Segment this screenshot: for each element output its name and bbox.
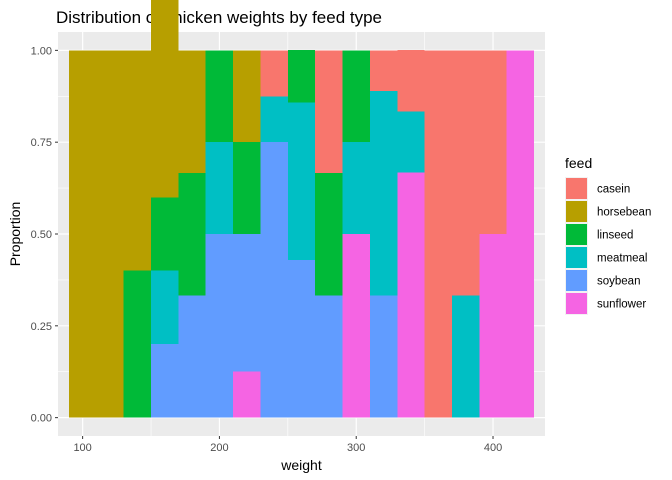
bar-segment-soybean — [233, 234, 261, 372]
y-tick-label: 0.75 — [31, 137, 52, 149]
x-tick-label: 300 — [347, 442, 365, 454]
bar-segment-linseed — [151, 197, 179, 271]
legend-label-meatmeal: meatmeal — [597, 253, 648, 265]
bar-segment-meatmeal — [451, 295, 480, 418]
x-tick-label: 100 — [73, 442, 91, 454]
y-axis-title: Proportion — [7, 202, 23, 267]
bar-segment-soybean — [287, 260, 316, 418]
bar-segment-casein — [369, 50, 398, 92]
legend-title: feed — [565, 155, 592, 171]
legend-label-horsebean: horsebean — [597, 207, 651, 219]
bar-segment-linseed — [205, 50, 234, 143]
y-tick-label: 1.00 — [31, 45, 52, 57]
legend-key-horsebean — [566, 201, 587, 222]
bar-segment-horsebean — [151, 0, 179, 198]
bar-segment-soybean — [369, 295, 398, 418]
bar-segment-horsebean — [123, 50, 152, 271]
bar-segment-linseed — [315, 173, 343, 296]
x-tick-label: 400 — [484, 442, 502, 454]
y-tick-label: 0.25 — [31, 321, 52, 333]
y-axis-ticks: 0.00 0.25 0.50 0.75 1.00 — [31, 45, 58, 425]
bar-segment-meatmeal — [397, 111, 425, 173]
bar-segment-soybean — [178, 295, 206, 418]
legend-label-casein: casein — [597, 184, 630, 196]
bar-segment-casein — [397, 49, 425, 112]
bar-segment-meatmeal — [287, 102, 316, 261]
bar-segment-horsebean — [96, 50, 124, 418]
bar-segment-soybean — [151, 344, 179, 418]
legend-key-meatmeal — [566, 247, 587, 268]
legend-label-soybean: soybean — [597, 276, 640, 288]
legend-key-sunflower — [566, 293, 587, 314]
bar-segment-casein — [424, 50, 452, 418]
histogram-bars — [68, 0, 535, 418]
bar-segment-sunflower — [479, 234, 507, 418]
legend-label-sunflower: sunflower — [597, 299, 646, 311]
bar-segment-meatmeal — [342, 142, 370, 234]
bar-segment-casein — [315, 50, 343, 174]
bar-segment-casein — [479, 50, 507, 235]
bar-segment-linseed — [123, 270, 152, 418]
bar-segment-linseed — [233, 142, 261, 234]
bar-segment-meatmeal — [369, 91, 398, 296]
bar-segment-casein — [260, 50, 288, 97]
bar-segment-horsebean — [178, 50, 206, 174]
legend-key-soybean — [566, 270, 587, 291]
bar-segment-horsebean — [68, 50, 97, 418]
bar-segment-soybean — [315, 295, 343, 418]
bar-segment-casein — [451, 50, 480, 296]
bar-segment-horsebean — [233, 50, 261, 143]
legend-key-linseed — [566, 224, 587, 245]
bar-segment-sunflower — [397, 172, 425, 418]
bar-segment-linseed — [287, 49, 316, 103]
x-axis-title: weight — [280, 457, 322, 473]
legend: feed casein horsebean linseed meatmeal soybe… — [565, 155, 651, 315]
x-tick-label: 200 — [210, 442, 228, 454]
bar-segment-sunflower — [233, 371, 261, 418]
y-tick-label: 0.00 — [31, 413, 52, 425]
bar-segment-sunflower — [342, 234, 370, 418]
bar-segment-meatmeal — [151, 270, 179, 345]
bar-segment-soybean — [205, 234, 234, 418]
legend-key-casein — [566, 178, 587, 199]
y-tick-label: 0.50 — [31, 229, 52, 241]
x-axis-ticks: 100 200 300 400 — [73, 436, 502, 454]
bar-segment-linseed — [342, 50, 370, 143]
bar-segment-sunflower — [506, 50, 535, 418]
bar-segment-soybean — [260, 142, 288, 418]
bar-segment-linseed — [178, 173, 206, 296]
bar-segment-meatmeal — [260, 96, 288, 143]
chart-title: Distribution of chicken weights by feed … — [56, 8, 382, 27]
bar-segment-meatmeal — [205, 142, 234, 234]
legend-label-linseed: linseed — [597, 230, 633, 242]
